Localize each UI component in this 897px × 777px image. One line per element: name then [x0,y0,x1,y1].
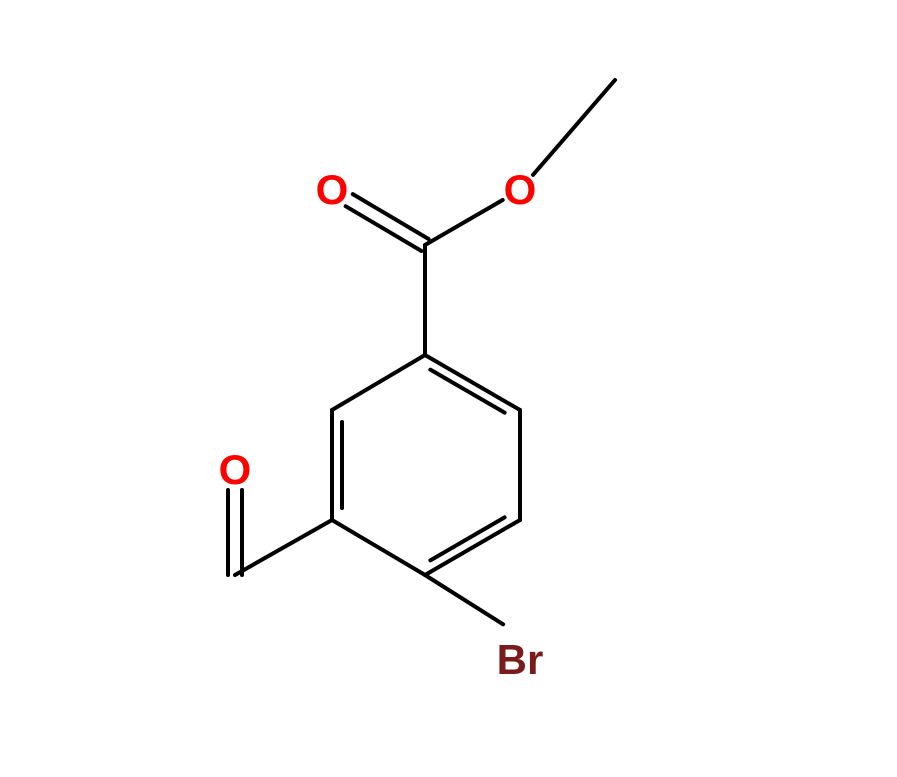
atom-label-o2: O [504,166,537,214]
atom-label-o3: O [219,446,252,494]
bonds-svg [0,0,897,777]
atom-label-br: Br [497,636,544,684]
chemical-structure-canvas: O O O Br [0,0,897,777]
atom-label-o1: O [316,166,349,214]
